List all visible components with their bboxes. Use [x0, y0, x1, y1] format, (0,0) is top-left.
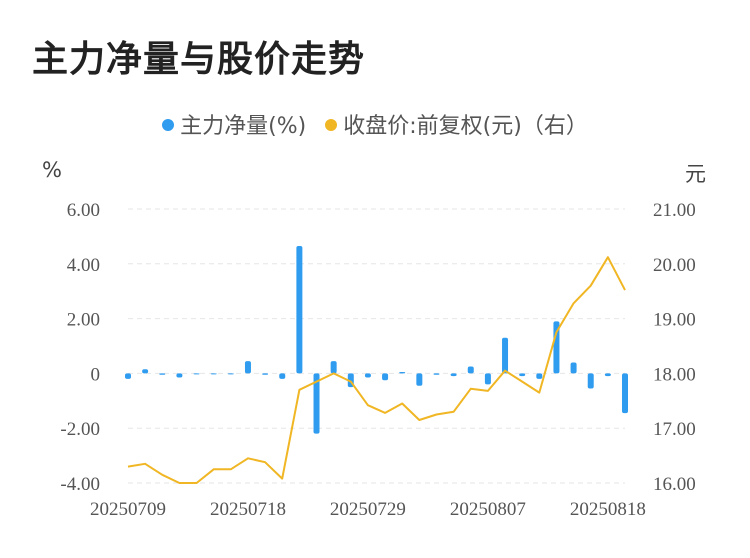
legend-item-close-price[interactable]: 收盘价:前复权(元)（右） [325, 108, 588, 140]
bar [502, 337, 509, 374]
bar [159, 373, 166, 375]
bar [296, 245, 303, 374]
right-tick-label: 17.00 [653, 419, 696, 440]
left-tick-label: 6.00 [67, 200, 100, 221]
bar [587, 373, 594, 389]
bar [176, 373, 183, 378]
right-tick-label: 20.00 [653, 255, 696, 276]
bar [433, 373, 440, 375]
legend-dot-yellow-icon [325, 119, 338, 131]
bar [330, 361, 337, 374]
bar [313, 373, 320, 434]
right-tick-label: 16.00 [653, 474, 696, 495]
bar [450, 373, 457, 377]
x-tick-label: 20250729 [330, 499, 406, 520]
bar [570, 362, 577, 374]
left-tick-label: 0 [91, 364, 101, 385]
price-line [127, 256, 626, 484]
bar [244, 361, 251, 374]
bar [484, 373, 491, 385]
bar [227, 373, 234, 375]
right-tick-label: 19.00 [653, 310, 696, 331]
left-axis-unit: % [42, 158, 62, 182]
right-tick-label: 18.00 [653, 364, 696, 385]
bar [622, 373, 628, 414]
bar [604, 373, 611, 377]
bar [364, 373, 371, 378]
legend-dot-blue-icon [162, 119, 175, 131]
bar [125, 373, 131, 379]
bar [536, 373, 543, 379]
x-tick-label: 20250807 [450, 499, 526, 520]
left-tick-label: -2.00 [60, 419, 100, 440]
x-tick-label: 20250709 [90, 499, 166, 520]
legend: 主力净量(%) 收盘价:前复权(元)（右） [0, 108, 750, 140]
chart-title: 主力净量与股价走势 [32, 39, 366, 80]
x-tick-label: 20250818 [570, 499, 646, 520]
bar [142, 369, 149, 374]
bar [467, 366, 474, 374]
bar [262, 373, 269, 375]
bar [416, 373, 423, 386]
left-tick-label: 2.00 [67, 310, 100, 331]
legend-item-main-net[interactable]: 主力净量(%) [162, 108, 306, 140]
bar [210, 373, 217, 375]
legend-label-close-price: 收盘价:前复权(元)（右） [343, 114, 588, 139]
bar [193, 373, 200, 375]
left-tick-label: -4.00 [60, 474, 100, 495]
right-tick-label: 21.00 [653, 200, 696, 221]
legend-label-main-net: 主力净量(%) [180, 114, 307, 139]
left-tick-label: 4.00 [67, 255, 100, 276]
right-axis-unit: 元 [685, 162, 706, 186]
bar [519, 373, 526, 377]
bar [279, 373, 286, 379]
x-tick-label: 20250718 [210, 499, 286, 520]
bar [399, 372, 406, 374]
bar [382, 373, 389, 381]
